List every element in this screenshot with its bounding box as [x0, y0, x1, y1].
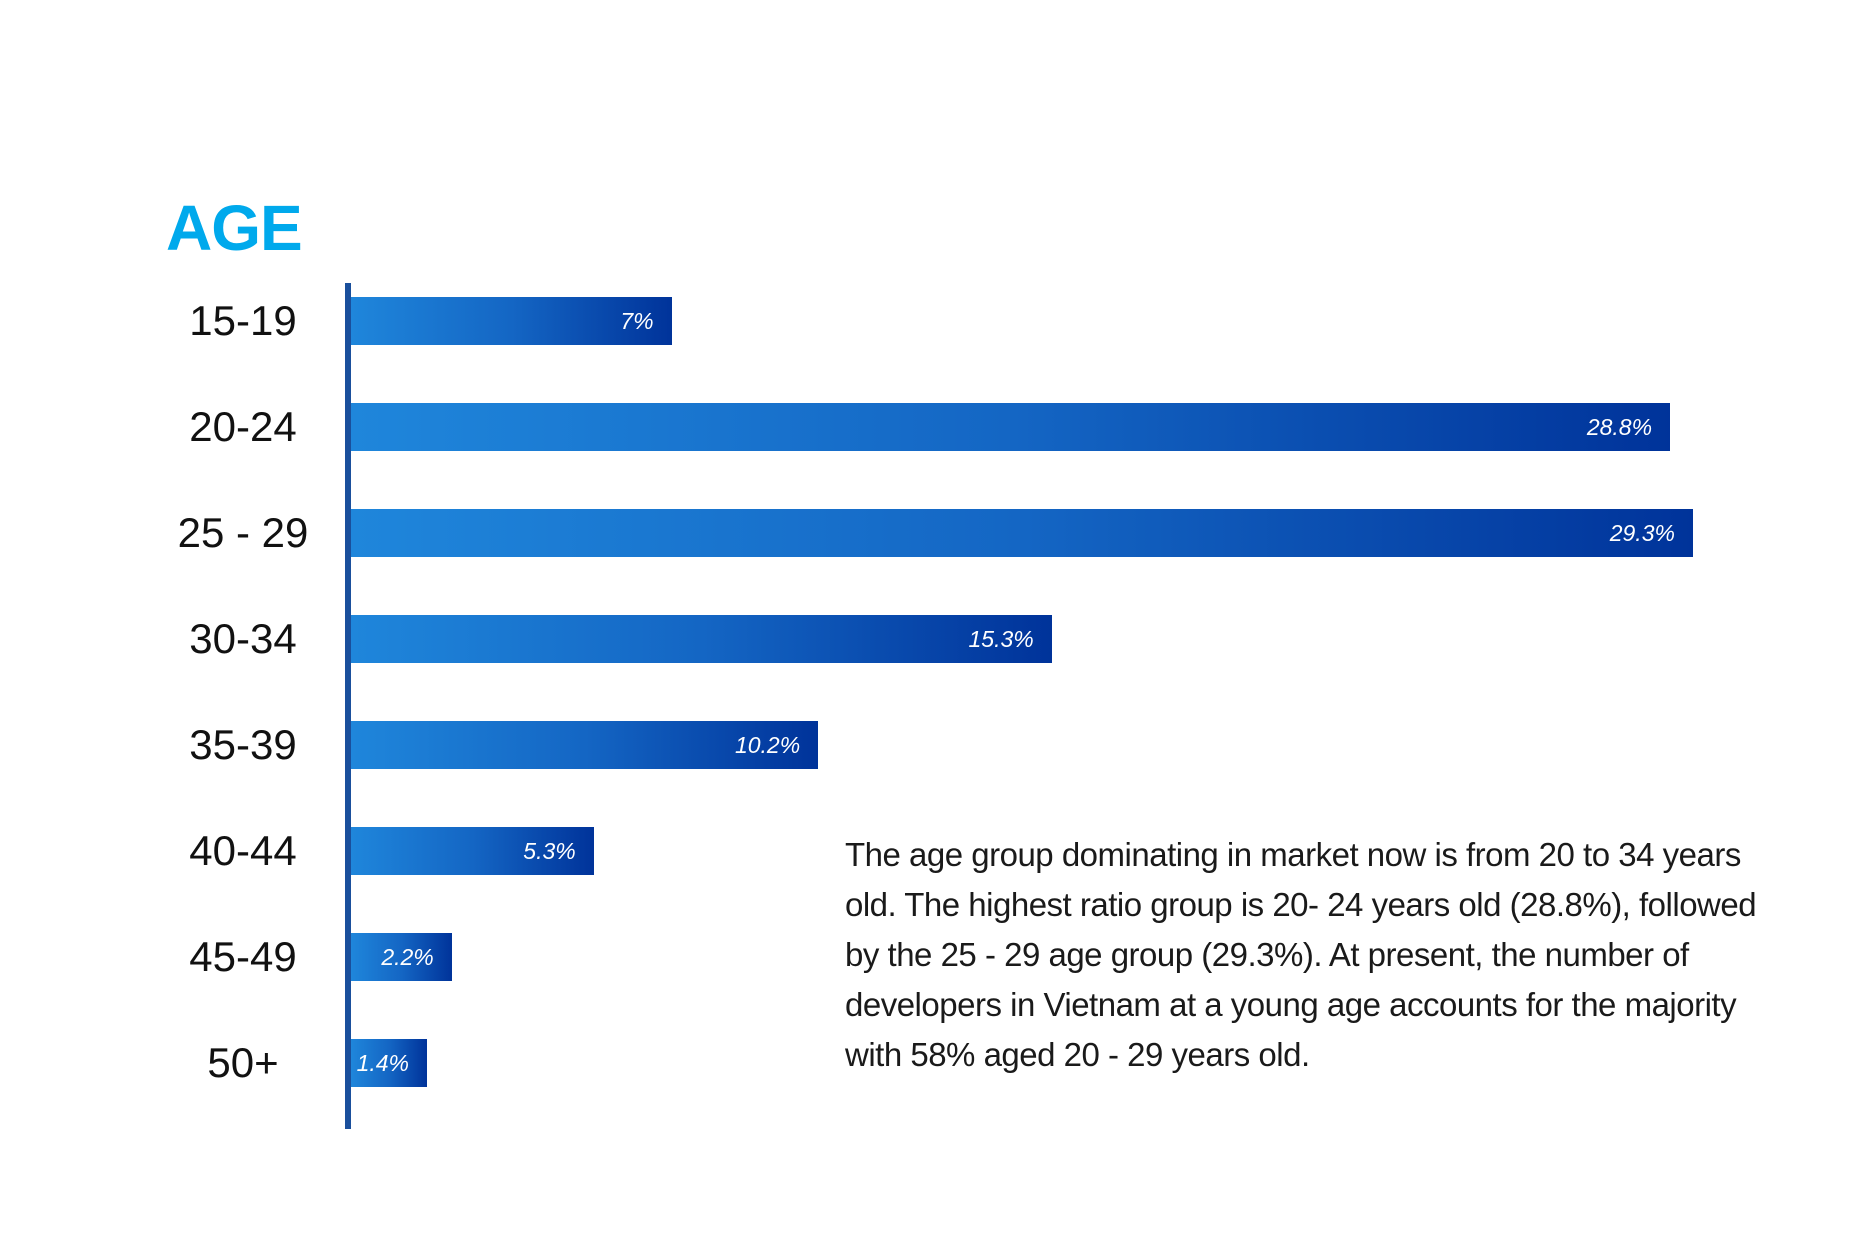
data-label: 28.8%: [1586, 414, 1653, 440]
data-label: 29.3%: [1609, 520, 1675, 546]
category-label: 40-44: [189, 827, 297, 874]
bar-30-34: 15.3%: [351, 615, 1052, 663]
bar-40-44: 5.3%: [351, 827, 594, 875]
category-label: 25 - 29: [177, 509, 309, 556]
category-label: 20-24: [189, 403, 297, 450]
category-label: 30-34: [189, 615, 297, 662]
bar-20-24: 28.8%: [351, 403, 1671, 451]
category-label: 35-39: [189, 721, 297, 768]
y-axis-line: [345, 283, 351, 1129]
data-label: 5.3%: [523, 838, 576, 864]
bar-45-49: 2.2%: [351, 933, 452, 981]
data-label: 10.2%: [734, 732, 801, 758]
category-label: 45-49: [189, 933, 297, 980]
category-label: 15-19: [189, 297, 297, 344]
bar-15-19: 7%: [351, 297, 672, 345]
data-label: 1.4%: [356, 1050, 409, 1076]
bar-25-29: 29.3%: [351, 509, 1693, 557]
data-label: 7%: [620, 308, 654, 334]
description-text: The age group dominating in market now i…: [845, 836, 1757, 1073]
data-label: 15.3%: [968, 626, 1034, 652]
bar-50+: 1.4%: [351, 1039, 427, 1087]
bar-35-39: 10.2%: [351, 721, 819, 769]
chart-title: AGE: [166, 192, 303, 264]
category-label: 50+: [207, 1039, 279, 1086]
data-label: 2.2%: [381, 944, 434, 970]
